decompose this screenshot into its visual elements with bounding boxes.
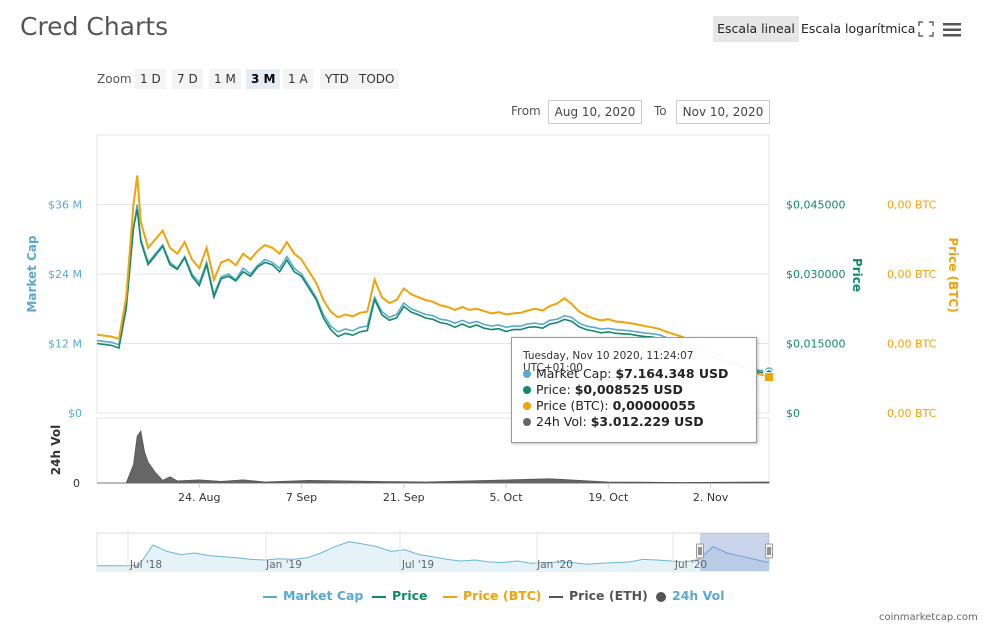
market-cap-line-icon bbox=[263, 595, 277, 598]
market-cap-tick-label: $24 M bbox=[48, 268, 82, 281]
legend-price[interactable]: Price bbox=[372, 588, 428, 604]
price-btc-axis-title: Price (BTC) bbox=[946, 237, 960, 312]
price-btc-tick-label: 0,00 BTC bbox=[887, 199, 937, 212]
price-btc-tick-label: 0,00 BTC bbox=[887, 407, 937, 420]
x-tick-label: 5. Oct bbox=[490, 491, 524, 504]
price-eth-line-icon bbox=[549, 595, 563, 598]
navigator-handle bbox=[765, 543, 773, 559]
market-cap-tick-label: $36 M bbox=[48, 199, 82, 212]
tooltip-row-market-cap: Market Cap: $7.164.348 USD bbox=[523, 366, 728, 381]
navigator-tick-label: Jul '19 bbox=[401, 559, 434, 571]
volume-dot-legend-icon bbox=[656, 591, 666, 602]
to-label: To bbox=[654, 104, 667, 118]
zoom-label: Zoom bbox=[97, 72, 132, 86]
menu-icon[interactable] bbox=[943, 22, 961, 41]
price-line bbox=[96, 208, 770, 375]
navigator-tick-label: Jan '20 bbox=[536, 559, 573, 571]
market-cap-dot-icon bbox=[523, 370, 531, 378]
zoom-7d-button[interactable]: 7 D bbox=[172, 69, 203, 89]
price-btc-tick-label: 0,00 BTC bbox=[887, 338, 937, 351]
price-btc-tick-label: 0,00 BTC bbox=[887, 268, 937, 281]
tooltip-date: Tuesday, Nov 10 2020, 11:24:07 UTC+01:00 bbox=[523, 350, 694, 374]
tooltip-row-price-btc: Price (BTC): 0,00000055 bbox=[523, 398, 696, 413]
tooltip-row-volume: 24h Vol: $3.012.229 USD bbox=[523, 414, 704, 429]
volume-area bbox=[97, 429, 770, 484]
legend-volume[interactable]: 24h Vol bbox=[656, 588, 725, 604]
navigator-handle bbox=[696, 543, 704, 559]
source-credit: coinmarketcap.com bbox=[879, 612, 978, 623]
price-line-icon bbox=[372, 595, 386, 598]
price-tick-label: $0,045000 bbox=[786, 199, 846, 212]
from-date-input[interactable]: Aug 10, 2020 bbox=[548, 100, 642, 124]
price-axis-title: Price bbox=[850, 258, 864, 292]
log-scale-button[interactable]: Escala logarítmica bbox=[801, 21, 916, 36]
zoom-1m-button[interactable]: 1 M bbox=[209, 69, 241, 89]
volume-axis-title: 24h Vol bbox=[49, 425, 63, 475]
zoom-1d-button[interactable]: 1 D bbox=[135, 69, 166, 89]
legend-price-eth[interactable]: Price (ETH) bbox=[549, 588, 648, 604]
volume-tick-label: 0 bbox=[73, 477, 80, 490]
tooltip-row-price: Price: $0,008525 USD bbox=[523, 382, 683, 397]
price-tick-label: $0 bbox=[786, 407, 800, 420]
navigator-tick-label: Jan '19 bbox=[265, 559, 302, 571]
navigator-tick-label: Jul '20 bbox=[674, 559, 707, 571]
market-cap-tick-label: $12 M bbox=[48, 338, 82, 351]
x-tick-label: 19. Oct bbox=[588, 491, 629, 504]
x-tick-label: 24. Aug bbox=[178, 491, 220, 504]
price-tick-label: $0,015000 bbox=[786, 338, 846, 351]
price-dot-icon bbox=[523, 386, 531, 394]
price-btc-line-icon bbox=[443, 595, 457, 598]
navigator-line bbox=[97, 541, 770, 567]
market-cap-tick-label: $0 bbox=[68, 407, 82, 420]
navigator-tick-label: Jul '18 bbox=[129, 559, 162, 571]
x-tick-label: 2. Nov bbox=[693, 491, 729, 504]
volume-dot-icon bbox=[523, 418, 531, 426]
x-tick-label: 7 Sep bbox=[286, 491, 317, 504]
price-btc-marker bbox=[764, 372, 774, 383]
market-cap-axis-title: Market Cap bbox=[25, 235, 39, 313]
from-label: From bbox=[511, 104, 541, 118]
price-btc-dot-icon bbox=[523, 402, 531, 410]
price-btc-line bbox=[96, 175, 770, 379]
zoom-ytd-button[interactable]: YTD bbox=[320, 69, 354, 89]
chart-tooltip: Tuesday, Nov 10 2020, 11:24:07 UTC+01:00… bbox=[511, 337, 757, 443]
legend-market-cap[interactable]: Market Cap bbox=[263, 588, 363, 604]
navigator-selection bbox=[700, 533, 769, 571]
to-date-input[interactable]: Nov 10, 2020 bbox=[676, 100, 770, 124]
x-tick-label: 21. Sep bbox=[383, 491, 425, 504]
zoom-1a-button[interactable]: 1 A bbox=[283, 69, 313, 89]
zoom-3m-button[interactable]: 3 M bbox=[246, 69, 281, 89]
zoom-all-button[interactable]: TODO bbox=[354, 69, 400, 89]
linear-scale-button[interactable]: Escala lineal bbox=[713, 16, 799, 42]
legend-price-btc[interactable]: Price (BTC) bbox=[443, 588, 542, 604]
page-title: Cred Charts bbox=[20, 12, 169, 41]
price-tick-label: $0,030000 bbox=[786, 268, 846, 281]
fullscreen-icon[interactable] bbox=[918, 21, 934, 41]
